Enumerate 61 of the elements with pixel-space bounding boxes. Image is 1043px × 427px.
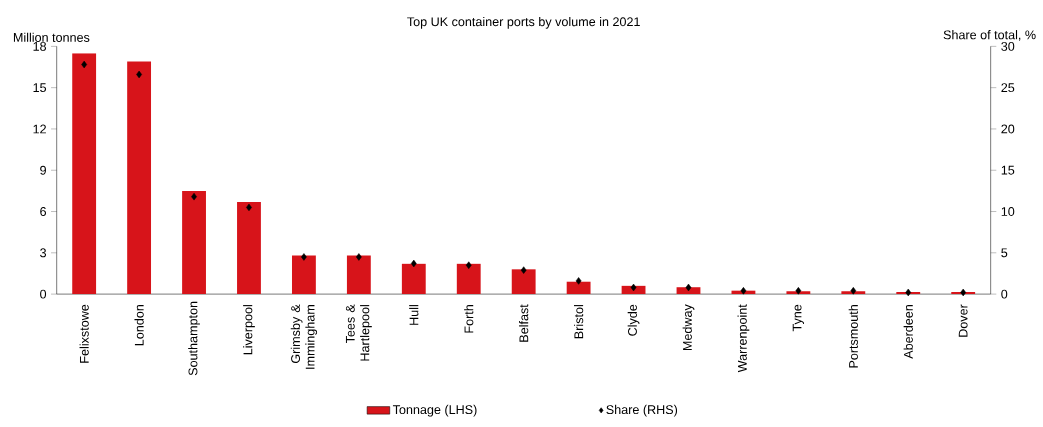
point — [740, 287, 747, 295]
bar — [182, 191, 206, 295]
bar — [401, 264, 426, 295]
x-tick-label: London — [134, 305, 144, 346]
point — [575, 277, 582, 285]
x-tick-label: Medway — [682, 304, 695, 351]
bar — [346, 255, 371, 295]
x-tick-label: Bristol — [573, 305, 584, 339]
x-tick-label: Grimsby & Immingham — [290, 304, 318, 369]
legend-label: Share (RHS) — [606, 405, 678, 417]
y2-tick-label: 0 — [1001, 289, 1008, 299]
x-tick-label: Southampton — [188, 301, 200, 376]
y2-tick-label: 30 — [1001, 42, 1015, 52]
y2-tick-label: 10 — [1001, 207, 1015, 217]
x-tick-label: Forth — [464, 305, 474, 333]
y-tick-label: 18 — [33, 42, 47, 52]
y2-tick-label: 20 — [1001, 124, 1015, 134]
y-tick-label: 0 — [40, 289, 47, 299]
bar — [127, 61, 152, 295]
y-tick-label: 12 — [33, 124, 46, 134]
y2-axis-title: Share of total, % — [943, 30, 1036, 42]
x-tick-label: Felixstowe — [79, 304, 89, 363]
chart-title: Top UK container ports by volume in 2021 — [407, 17, 640, 29]
y-tick-label: 3 — [40, 248, 47, 258]
point — [465, 261, 472, 270]
y2-tick-label: 25 — [1001, 83, 1015, 93]
point — [410, 260, 417, 268]
y-tick-label: 6 — [40, 207, 47, 217]
x-tick-label: Tees & Hartlepool — [345, 304, 372, 361]
legend-label: Tonnage (LHS) — [392, 405, 477, 417]
point — [685, 283, 692, 292]
point — [905, 288, 912, 297]
bar — [511, 269, 536, 295]
point — [191, 193, 197, 201]
bar — [237, 202, 261, 295]
point — [850, 287, 857, 295]
y-axis-title: Million tonnes — [13, 32, 90, 43]
x-tick-label: Warrenpoint — [737, 304, 750, 373]
point — [795, 287, 802, 295]
y2-tick-label: 15 — [1001, 166, 1015, 175]
point — [81, 61, 88, 69]
x-tick-label: Tyne — [792, 304, 805, 332]
y-tick-label: 9 — [40, 165, 46, 175]
x-tick-label: Clyde — [627, 304, 640, 336]
x-tick-label: Hull — [409, 305, 419, 326]
x-tick-label: Liverpool — [243, 305, 255, 355]
bar — [456, 264, 481, 295]
point — [301, 253, 307, 261]
bar — [291, 255, 316, 295]
y2-tick-label: 5 — [1001, 248, 1008, 258]
point — [520, 266, 527, 275]
point — [630, 283, 637, 292]
bar — [72, 53, 97, 295]
x-tick-label: Belfast — [519, 304, 529, 342]
point — [960, 288, 967, 297]
bar — [566, 281, 591, 295]
point — [356, 253, 362, 261]
x-tick-label: Dover — [958, 304, 968, 337]
y-tick-label: 15 — [33, 83, 47, 93]
x-tick-label: Portsmouth — [848, 305, 858, 368]
x-tick-label: Aberdeen — [903, 305, 913, 359]
